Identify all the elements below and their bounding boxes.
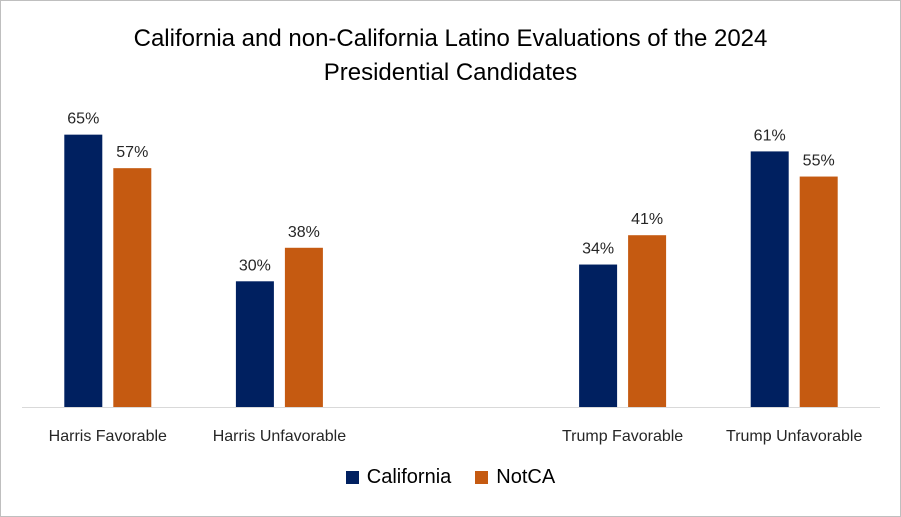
data-label-california-trump-unfavorable: 61% [754,127,786,144]
legend-swatch-notca [475,471,489,484]
bar-california-trump-unfavorable [750,151,789,407]
data-label-california-harris-unfavorable: 30% [239,257,271,274]
bar-california-trump-favorable [579,264,618,407]
x-tick-label-trump-unfavorable: Trump Unfavorable [726,428,862,445]
data-label-california-trump-favorable: 34% [582,241,614,258]
bar-notca-trump-unfavorable [799,176,838,407]
bar-notca-harris-unfavorable [284,247,323,407]
chart-title-line-1: California and non-California Latino Eva… [133,25,768,52]
bar-california-harris-unfavorable [235,281,274,407]
legend-label-california: California [366,466,452,488]
data-label-notca-harris-unfavorable: 38% [288,224,320,241]
bar-notca-harris-favorable [113,168,152,407]
legend-item-notca: NotCA [475,466,555,489]
bar-notca-trump-favorable [628,235,667,407]
chart-title: California and non-California Latino Eva… [0,22,901,90]
legend-label-notca: NotCA [496,466,556,488]
x-tick-label-harris-favorable: Harris Favorable [49,428,167,445]
data-label-notca-trump-unfavorable: 55% [803,153,835,170]
data-label-notca-trump-favorable: 41% [631,211,663,228]
legend: California NotCA [0,466,901,489]
legend-item-california: California [345,466,452,489]
data-label-notca-harris-favorable: 57% [116,144,148,161]
data-label-california-harris-favorable: 65% [67,111,99,128]
chart-title-line-2: Presidential Candidates [323,59,578,86]
x-tick-label-harris-unfavorable: Harris Unfavorable [213,428,346,445]
bar-california-harris-favorable [64,134,103,407]
legend-swatch-california [345,471,359,484]
x-tick-label-trump-favorable: Trump Favorable [562,428,683,445]
